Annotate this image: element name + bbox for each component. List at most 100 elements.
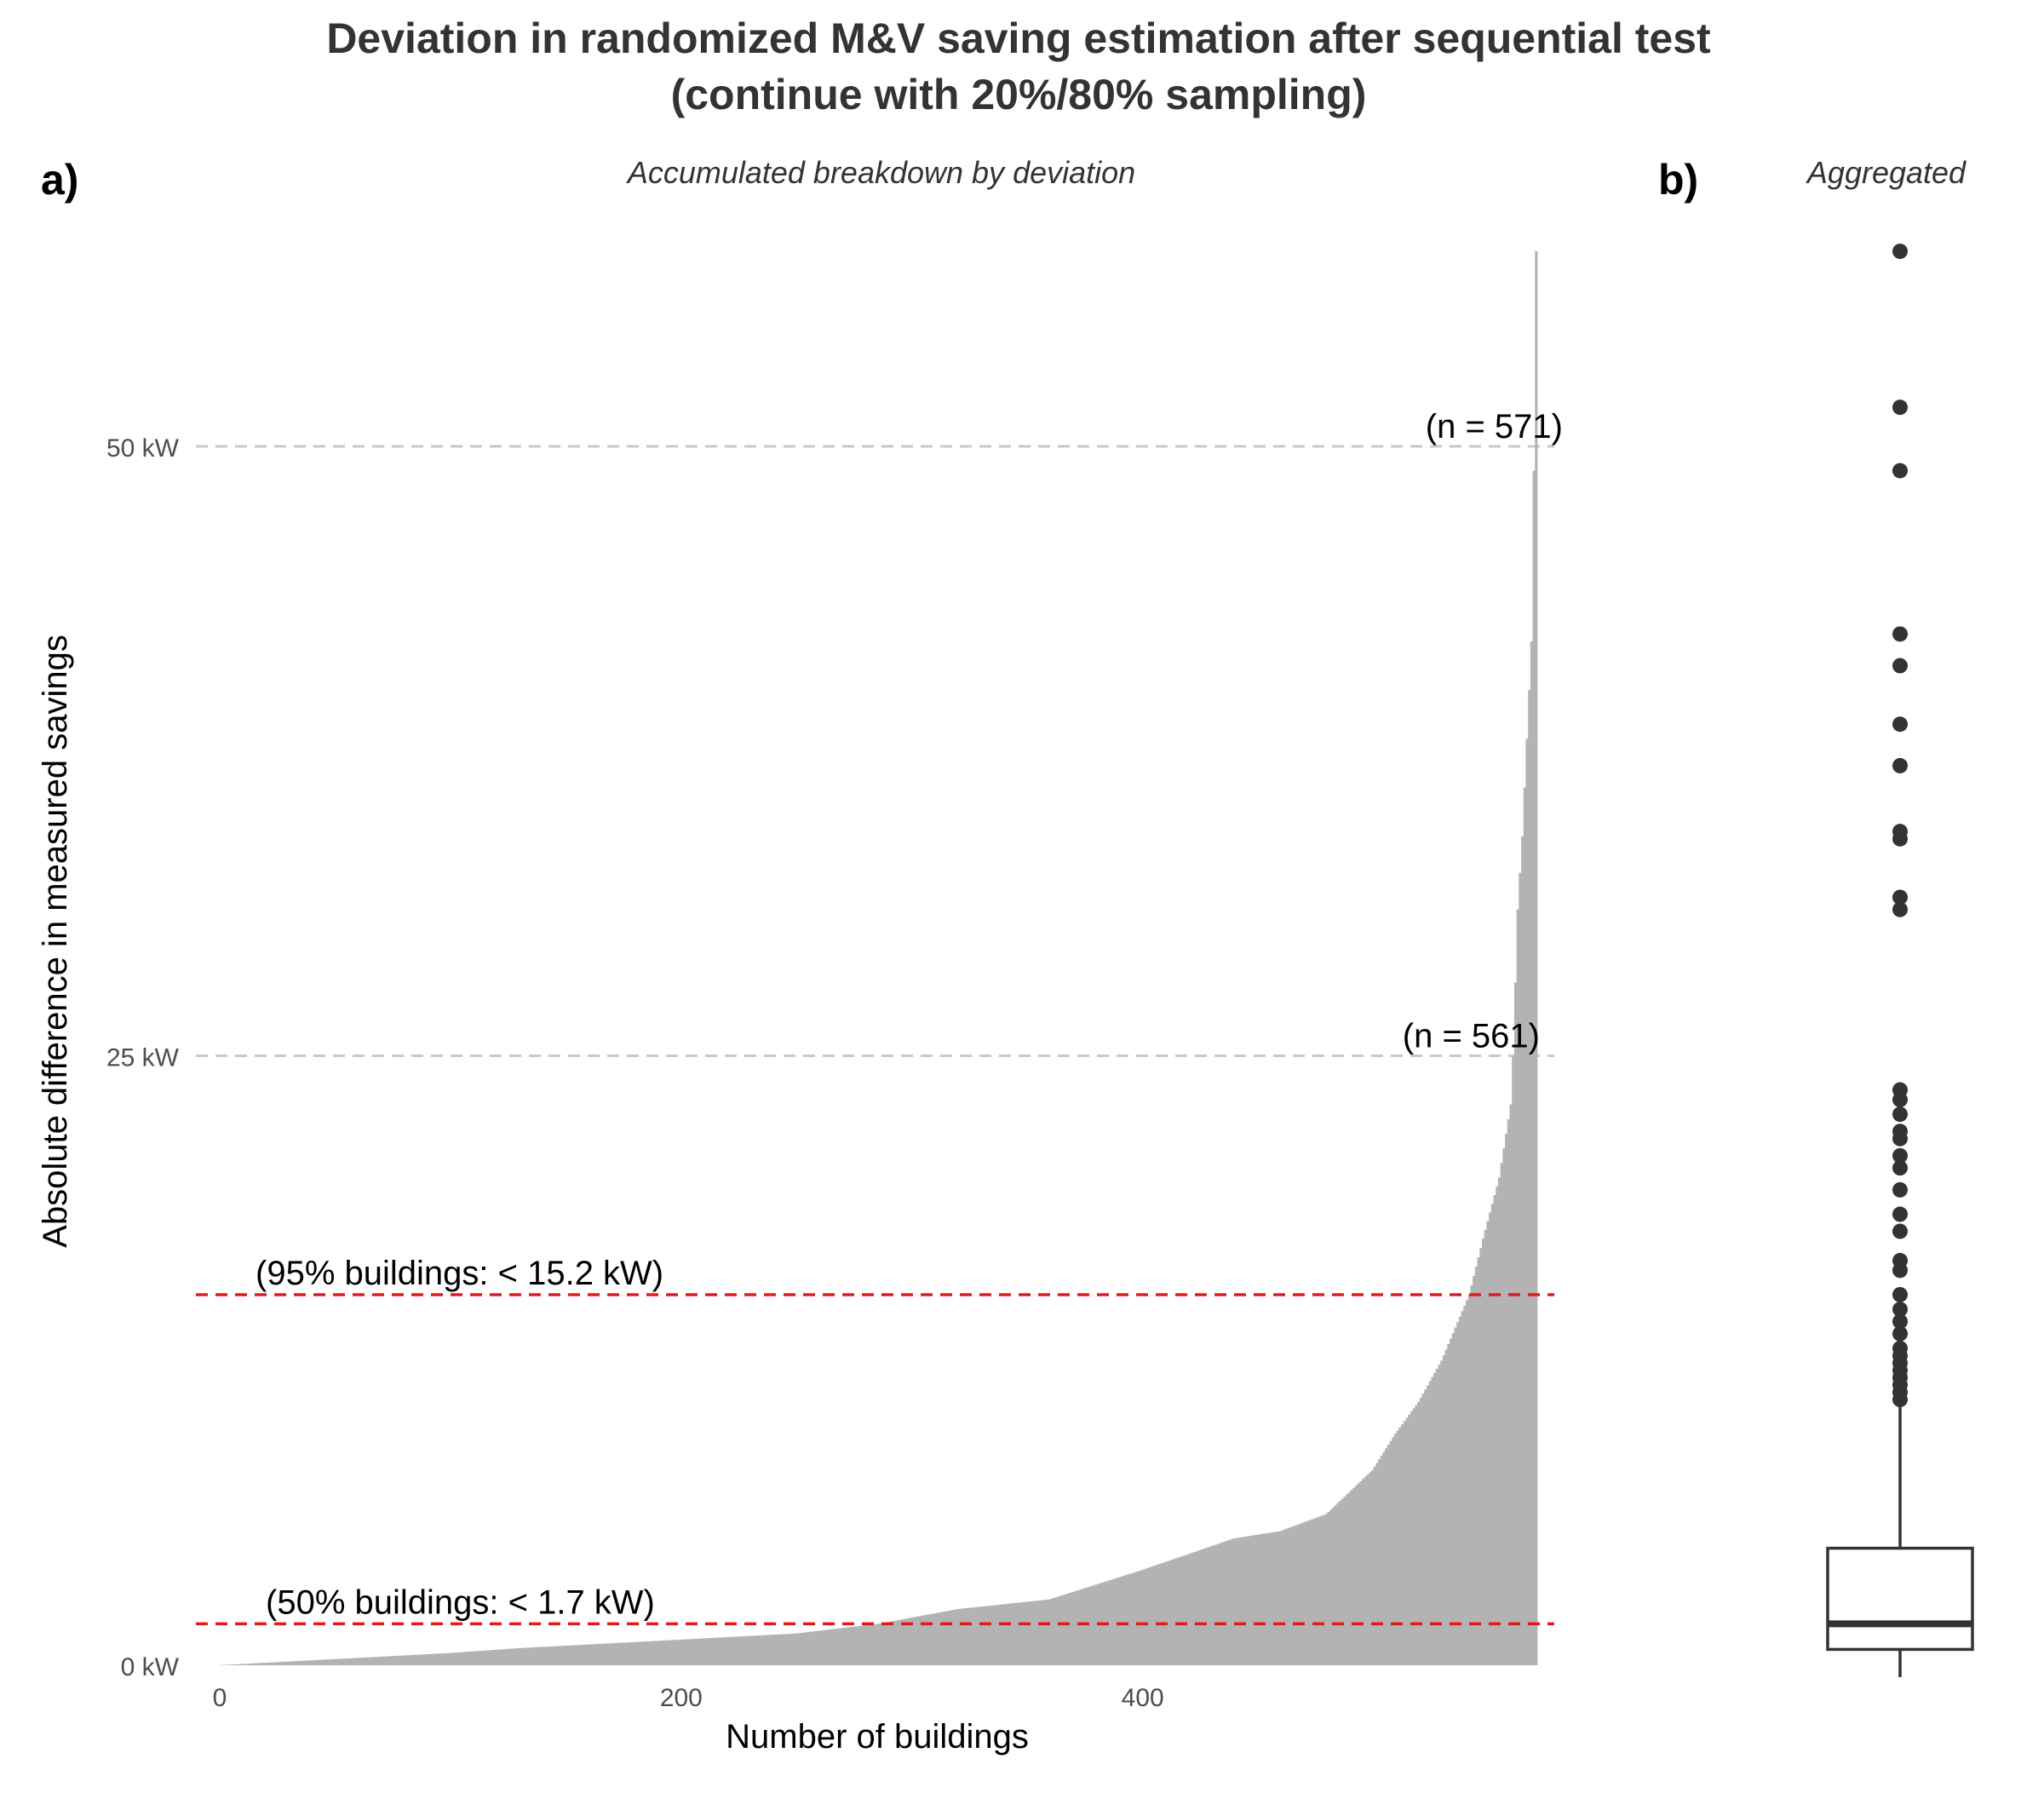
bar-building-232 [752, 1635, 755, 1665]
bar-building-439 [1230, 1539, 1233, 1665]
bar-building-286 [877, 1623, 881, 1665]
bar-building-424 [1196, 1551, 1199, 1665]
bar-building-501 [1373, 1466, 1376, 1665]
bar-building-468 [1297, 1524, 1300, 1665]
bar-building-369 [1069, 1593, 1072, 1665]
bar-building-327 [972, 1607, 975, 1665]
bar-building-185 [644, 1641, 647, 1665]
bar-building-150 [563, 1646, 566, 1665]
bar-building-540 [1463, 1305, 1467, 1665]
bar-building-73 [386, 1656, 389, 1665]
bar-building-484 [1334, 1505, 1337, 1665]
bar-building-353 [1031, 1600, 1035, 1665]
bar-building-512 [1398, 1427, 1402, 1665]
bar-building-61 [358, 1658, 361, 1665]
bar-building-216 [715, 1637, 719, 1665]
box-outlier-10 [1892, 901, 1908, 917]
bar-building-392 [1122, 1576, 1125, 1665]
bar-building-406 [1154, 1565, 1157, 1665]
bar-building-473 [1308, 1520, 1312, 1665]
bar-building-535 [1451, 1333, 1455, 1665]
bar-building-506 [1385, 1448, 1388, 1665]
bar-building-171 [611, 1643, 615, 1665]
bar-building-409 [1161, 1563, 1164, 1665]
bar-building-197 [672, 1640, 675, 1665]
bar-building-391 [1119, 1577, 1122, 1665]
bar-building-85 [413, 1654, 416, 1665]
bar-building-155 [575, 1645, 578, 1665]
bar-building-79 [399, 1655, 403, 1665]
bar-building-268 [835, 1629, 839, 1665]
bar-building-407 [1156, 1564, 1160, 1665]
bar-building-531 [1442, 1354, 1446, 1665]
bar-building-163 [593, 1644, 597, 1665]
reference-label-0: (95% buildings: < 15.2 kW) [256, 1255, 663, 1292]
bar-building-570 [1532, 470, 1536, 1665]
bar-building-143 [547, 1646, 550, 1665]
bar-building-342 [1006, 1603, 1009, 1665]
bar-building-152 [568, 1645, 571, 1665]
bar-building-545 [1474, 1267, 1478, 1665]
bar-building-125 [505, 1648, 509, 1665]
bar-building-557 [1502, 1148, 1506, 1665]
y-axis-label: Absolute difference in measured savings [37, 635, 74, 1248]
box-outlier-1 [1892, 399, 1908, 416]
box-outlier-16 [1892, 1147, 1908, 1164]
bar-building-222 [729, 1636, 732, 1665]
bar-building-34 [296, 1661, 299, 1665]
bar-building-44 [319, 1659, 322, 1665]
bar-building-426 [1200, 1549, 1203, 1665]
bar-building-453 [1262, 1533, 1266, 1665]
bar-building-63 [362, 1657, 366, 1665]
bar-building-459 [1276, 1532, 1279, 1665]
bar-building-204 [687, 1639, 692, 1665]
bar-building-447 [1249, 1536, 1252, 1665]
bar-building-88 [420, 1654, 423, 1665]
box-body [1826, 1546, 1974, 1652]
bar-building-40 [309, 1660, 313, 1665]
bar-building-445 [1243, 1537, 1248, 1665]
bar-building-45 [321, 1659, 324, 1665]
bar-building-479 [1323, 1514, 1326, 1665]
bar-building-264 [826, 1629, 830, 1665]
bar-building-260 [817, 1630, 820, 1665]
bar-building-451 [1258, 1534, 1261, 1665]
bar-building-48 [328, 1659, 331, 1665]
bar-building-290 [886, 1622, 890, 1665]
bar-building-235 [759, 1635, 763, 1665]
bar-building-542 [1467, 1294, 1471, 1665]
bar-building-306 [923, 1615, 927, 1665]
bar-building-544 [1473, 1276, 1476, 1665]
bar-building-466 [1292, 1526, 1295, 1665]
bar-building-10 [240, 1664, 244, 1665]
bar-building-31 [289, 1661, 292, 1665]
bar-building-513 [1401, 1423, 1404, 1665]
panel-a-subtitle: Accumulated breakdown by deviation [626, 155, 1135, 190]
bar-building-64 [365, 1657, 368, 1665]
bar-building-565 [1521, 836, 1524, 1665]
y-tick-label-1: 25 kW [106, 1043, 180, 1072]
bar-building-225 [736, 1636, 739, 1665]
bar-building-335 [990, 1605, 994, 1665]
bar-building-435 [1220, 1542, 1224, 1665]
bar-building-133 [524, 1647, 527, 1665]
bar-building-332 [983, 1606, 986, 1665]
bar-building-62 [360, 1658, 364, 1665]
bar-building-307 [926, 1614, 929, 1665]
bar-building-376 [1084, 1587, 1088, 1665]
bar-building-396 [1131, 1572, 1134, 1665]
bar-building-186 [646, 1641, 650, 1665]
bar-building-482 [1329, 1509, 1333, 1665]
bar-building-470 [1301, 1522, 1305, 1665]
bar-building-419 [1184, 1555, 1187, 1665]
bar-building-258 [812, 1631, 816, 1665]
bar-building-349 [1022, 1601, 1025, 1665]
bar-building-70 [378, 1656, 382, 1665]
bar-building-191 [657, 1641, 661, 1665]
bar-building-189 [653, 1641, 657, 1665]
box-outlier-9 [1892, 889, 1908, 905]
bar-building-390 [1117, 1577, 1121, 1665]
bar-building-529 [1438, 1365, 1441, 1665]
bar-building-508 [1389, 1440, 1392, 1665]
bar-building-366 [1061, 1595, 1065, 1665]
